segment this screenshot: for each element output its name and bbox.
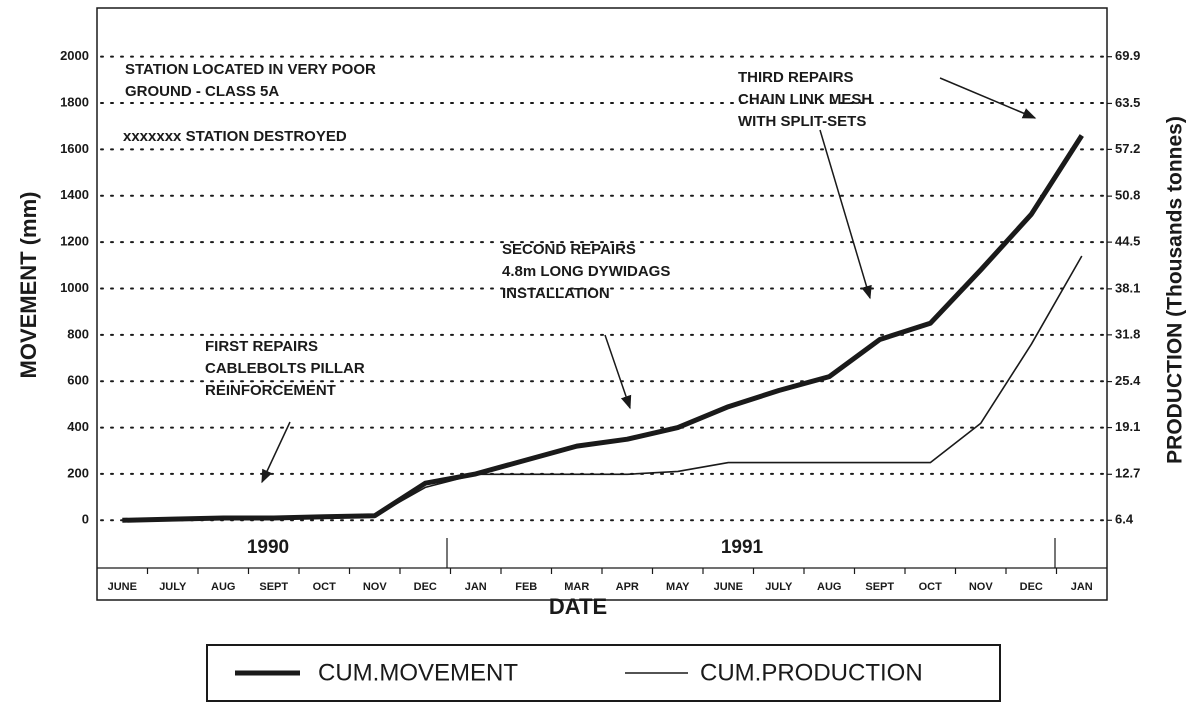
x-tick-label: JUNE: [108, 581, 137, 593]
x-tick-label: OCT: [919, 581, 943, 593]
x-tick-label: AUG: [817, 581, 841, 593]
arrow: [939, 77, 1037, 119]
y-tick-label: 0: [82, 512, 89, 527]
y-tick-label: 1200: [60, 234, 89, 249]
arrow: [604, 334, 632, 410]
x-tick-label: NOV: [969, 581, 994, 593]
y2-tick-label: 6.4: [1115, 512, 1134, 527]
annotation: STATION LOCATED IN VERY POOR: [125, 61, 376, 78]
y-tick-label: 1400: [60, 187, 89, 202]
y-tick-label: 800: [67, 326, 89, 341]
x-tick-label: MAR: [564, 581, 589, 593]
x-tick-label: APR: [616, 581, 639, 593]
legend-label: CUM.MOVEMENT: [318, 659, 518, 686]
annotation: 4.8m LONG DYWIDAGS: [502, 263, 670, 280]
y-tick-label: 2000: [60, 48, 89, 63]
x-tick-label: SEPT: [259, 581, 288, 593]
annotation: REINFORCEMENT: [205, 382, 336, 399]
series-line: [122, 134, 1084, 523]
year-label: 1991: [721, 537, 764, 558]
arrows: [261, 77, 1037, 484]
x-tick-label: OCT: [313, 581, 337, 593]
x-tick-label: MAY: [666, 581, 690, 593]
x-tick-label: JUNE: [714, 581, 743, 593]
annotation: GROUND - CLASS 5A: [125, 83, 279, 100]
y2-tick-label: 50.8: [1115, 188, 1140, 203]
y2-tick-label: 69.9: [1115, 48, 1140, 63]
y2-tick-label: 19.1: [1115, 419, 1140, 434]
annotation: CABLEBOLTS PILLAR: [205, 360, 365, 377]
y-tick-label: 1600: [60, 141, 89, 156]
y2-tick-label: 38.1: [1115, 280, 1140, 295]
arrow: [261, 421, 291, 484]
x-axis-label: DATE: [549, 594, 607, 619]
annotation: FIRST REPAIRS: [205, 338, 318, 355]
annotation: WITH SPLIT-SETS: [738, 113, 866, 130]
x-tick-label: DEC: [1020, 581, 1043, 593]
y2-tick-label: 44.5: [1115, 234, 1140, 249]
x-tick-label: JULY: [159, 581, 187, 593]
plot-frame: [96, 7, 1108, 601]
x-tick-label: JAN: [465, 581, 487, 593]
y2-tick-label: 63.5: [1115, 95, 1140, 110]
y2-tick-label: 12.7: [1115, 466, 1140, 481]
y-tick-label: 1000: [60, 280, 89, 295]
legend-box: [206, 644, 1001, 702]
x-tick-label: AUG: [211, 581, 235, 593]
legend-label: CUM.PRODUCTION: [700, 659, 923, 686]
y2-tick-label: 25.4: [1115, 373, 1141, 388]
x-tick-label: JULY: [765, 581, 793, 593]
y-tick-label: 1800: [60, 94, 89, 109]
annotation: INSTALLATION: [502, 285, 610, 302]
y2-tick-label: 31.8: [1115, 326, 1140, 341]
annotation: SECOND REPAIRS: [502, 241, 636, 258]
x-tick-label: DEC: [414, 581, 437, 593]
x-tick-label: JAN: [1071, 581, 1093, 593]
y2-axis-label: PRODUCTION (Thousands tonnes): [1164, 116, 1187, 464]
year-label: 1990: [247, 537, 289, 558]
y2-tick-label: 57.2: [1115, 141, 1140, 156]
x-tick-label: SEPT: [865, 581, 894, 593]
y-tick-label: 400: [67, 419, 89, 434]
annotation: THIRD REPAIRS: [738, 69, 854, 86]
y-tick-label: 200: [67, 465, 89, 480]
y-axis-label: MOVEMENT (mm): [16, 192, 41, 379]
series-line: [122, 255, 1083, 522]
x-tick-label: FEB: [515, 581, 537, 593]
y-tick-label: 600: [67, 373, 89, 388]
annotation: xxxxxxx STATION DESTROYED: [123, 128, 347, 145]
arrow: [819, 129, 872, 300]
x-tick-label: NOV: [363, 581, 388, 593]
annotation: CHAIN LINK MESH: [738, 91, 872, 108]
